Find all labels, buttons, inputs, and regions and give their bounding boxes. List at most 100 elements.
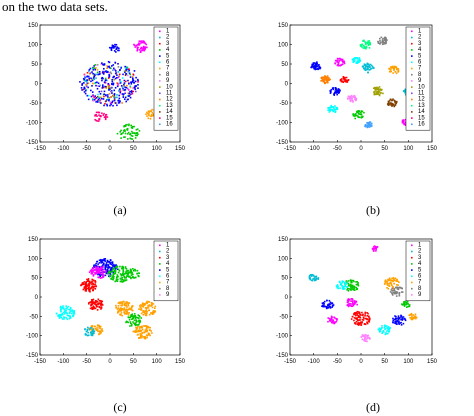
data-point bbox=[336, 285, 338, 288]
data-point bbox=[139, 308, 142, 311]
data-point bbox=[386, 286, 388, 289]
data-point bbox=[105, 70, 107, 72]
data-point bbox=[134, 317, 137, 320]
data-point bbox=[112, 76, 114, 79]
data-point bbox=[114, 61, 116, 64]
data-point bbox=[108, 72, 111, 74]
data-point bbox=[129, 270, 132, 273]
x-tick-label: 150 bbox=[175, 359, 186, 365]
data-point bbox=[97, 330, 99, 333]
x-tick-label: -50 bbox=[82, 359, 91, 365]
data-point bbox=[93, 75, 95, 78]
data-point bbox=[98, 272, 100, 274]
data-point bbox=[96, 87, 99, 90]
data-point bbox=[93, 306, 95, 308]
x-tick-label: -50 bbox=[82, 146, 91, 152]
data-point bbox=[102, 98, 105, 100]
data-point bbox=[119, 91, 122, 94]
legend-label: 12 bbox=[166, 97, 173, 103]
data-point bbox=[72, 310, 74, 313]
data-point bbox=[379, 41, 382, 44]
data-point bbox=[321, 305, 324, 308]
panel-label: (c) bbox=[113, 400, 126, 414]
data-point bbox=[361, 311, 363, 314]
data-point bbox=[138, 43, 140, 46]
data-point bbox=[331, 306, 334, 308]
data-point bbox=[60, 308, 63, 310]
data-point bbox=[338, 90, 341, 92]
data-point bbox=[150, 330, 152, 332]
data-point bbox=[94, 68, 97, 71]
data-point bbox=[388, 277, 391, 279]
data-point bbox=[385, 38, 387, 40]
data-point bbox=[97, 298, 100, 301]
data-point bbox=[115, 48, 117, 51]
data-point bbox=[368, 336, 371, 339]
data-point bbox=[324, 77, 326, 80]
data-point bbox=[380, 89, 382, 92]
y-tick-label: 0 bbox=[285, 295, 289, 301]
caption-fragment: on the two data sets. bbox=[2, 0, 108, 14]
data-point bbox=[395, 321, 397, 324]
legend-marker bbox=[159, 55, 161, 57]
data-point bbox=[386, 280, 389, 282]
data-point bbox=[113, 102, 116, 104]
data-point bbox=[377, 328, 380, 331]
data-point bbox=[85, 282, 87, 285]
legend-label: 8 bbox=[166, 286, 170, 292]
data-point bbox=[132, 79, 134, 82]
data-point bbox=[353, 300, 356, 302]
data-point bbox=[355, 281, 357, 283]
data-point bbox=[106, 259, 109, 262]
data-point bbox=[404, 92, 406, 94]
data-point bbox=[119, 280, 122, 283]
data-point bbox=[397, 288, 400, 291]
data-point bbox=[330, 91, 332, 93]
data-point bbox=[125, 321, 127, 324]
data-point bbox=[95, 111, 98, 114]
data-point bbox=[131, 92, 134, 95]
data-point bbox=[87, 70, 90, 72]
data-point bbox=[106, 67, 108, 70]
data-point bbox=[81, 89, 83, 91]
data-point bbox=[131, 138, 134, 140]
data-point bbox=[150, 110, 153, 113]
data-point bbox=[380, 36, 383, 39]
data-point bbox=[100, 307, 103, 309]
data-point bbox=[329, 78, 331, 81]
data-point bbox=[365, 69, 368, 71]
data-point bbox=[89, 332, 92, 334]
data-point bbox=[366, 321, 368, 324]
data-point bbox=[133, 125, 135, 128]
legend-label: 2 bbox=[166, 249, 170, 255]
data-point bbox=[339, 79, 342, 82]
data-point bbox=[312, 278, 314, 280]
data-point bbox=[90, 95, 93, 98]
data-point bbox=[381, 331, 384, 333]
legend-marker bbox=[411, 30, 413, 33]
data-point bbox=[350, 300, 352, 302]
data-point bbox=[88, 79, 91, 81]
data-point bbox=[377, 93, 380, 95]
data-point bbox=[148, 113, 150, 116]
data-point bbox=[346, 299, 349, 302]
data-point bbox=[109, 263, 112, 265]
data-point bbox=[82, 288, 85, 291]
data-point bbox=[353, 285, 356, 288]
data-point bbox=[360, 110, 363, 113]
legend-label: 3 bbox=[166, 41, 170, 47]
legend-label: 16 bbox=[166, 122, 173, 128]
data-point bbox=[147, 334, 150, 336]
data-point bbox=[117, 271, 120, 274]
data-point bbox=[154, 310, 157, 313]
data-point bbox=[135, 134, 138, 137]
data-point bbox=[359, 316, 361, 319]
data-point bbox=[88, 77, 90, 80]
data-point bbox=[107, 66, 109, 68]
data-point bbox=[327, 306, 330, 309]
data-point bbox=[91, 333, 94, 336]
legend-marker bbox=[159, 104, 161, 107]
data-point bbox=[322, 304, 324, 307]
data-point bbox=[130, 82, 133, 85]
x-tick-label: -100 bbox=[308, 146, 321, 152]
